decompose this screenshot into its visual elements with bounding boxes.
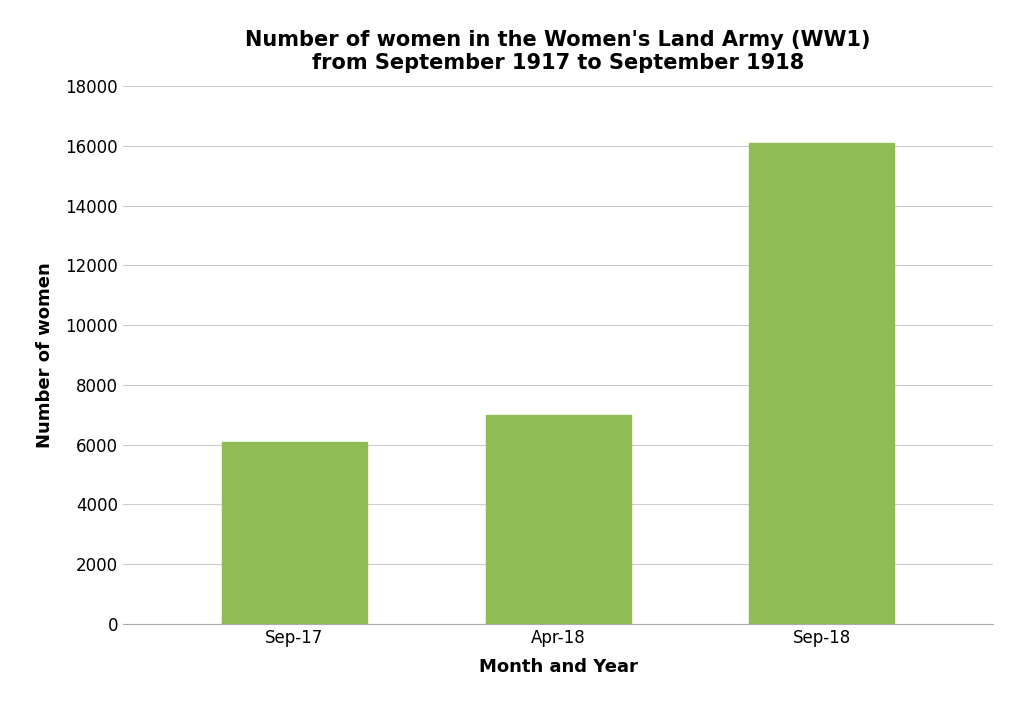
Bar <box>222 442 367 624</box>
Bar <box>750 143 894 624</box>
Title: Number of women in the Women's Land Army (WW1)
from September 1917 to September : Number of women in the Women's Land Army… <box>246 30 870 73</box>
Bar <box>485 414 631 624</box>
X-axis label: Month and Year: Month and Year <box>478 657 638 675</box>
Y-axis label: Number of women: Number of women <box>36 262 54 448</box>
